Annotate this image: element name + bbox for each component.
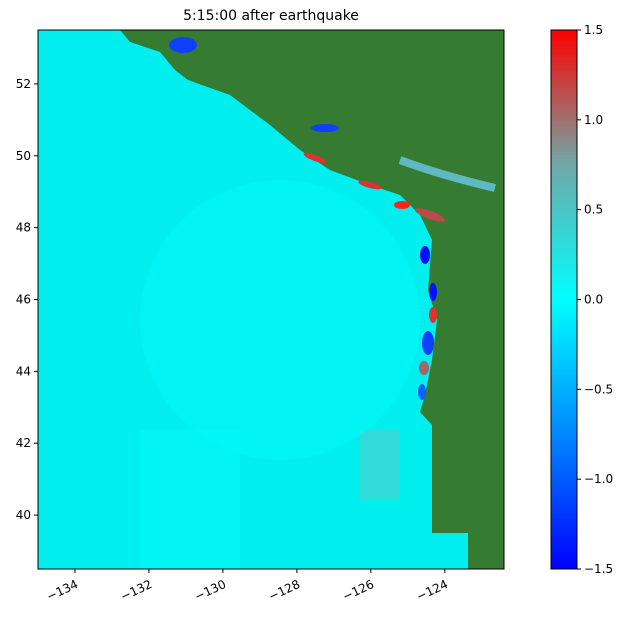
y-tick-label: 50 xyxy=(16,149,31,163)
wave-blob xyxy=(418,384,426,400)
wave-blob xyxy=(420,246,430,264)
wave-blob xyxy=(394,201,410,209)
x-tick-label: −126 xyxy=(340,577,376,604)
colorbar-tick-label: 0.0 xyxy=(584,293,603,307)
y-tick-label: 48 xyxy=(16,221,31,235)
ocean-patch xyxy=(140,180,420,460)
x-tick-label: −130 xyxy=(192,577,228,604)
y-tick-label: 40 xyxy=(16,508,31,522)
y-tick-label: 44 xyxy=(16,364,31,378)
x-tick-label: −132 xyxy=(118,577,154,604)
y-tick-label: 52 xyxy=(16,77,31,91)
wave-blob xyxy=(358,180,382,190)
x-tick-label: −128 xyxy=(266,577,302,604)
wave-blob xyxy=(422,331,434,355)
wave-blob xyxy=(429,283,437,301)
colorbar-tick-label: 1.0 xyxy=(584,113,603,127)
ocean-patch xyxy=(140,430,240,569)
wave-blob xyxy=(414,208,446,222)
strait xyxy=(398,156,496,192)
chart-title: 5:15:00 after earthquake xyxy=(183,8,359,24)
ocean-patch xyxy=(360,430,400,500)
x-tick-label: −134 xyxy=(44,577,80,604)
colorbar-tick-label: −1.5 xyxy=(584,562,613,576)
x-tick-label: −124 xyxy=(414,577,450,604)
wave-blob xyxy=(311,124,339,132)
wave-blob xyxy=(303,153,327,163)
wave-blob xyxy=(419,361,429,375)
colorbar-tick-label: 1.5 xyxy=(584,23,603,37)
colorbar-tick-label: 0.5 xyxy=(584,203,603,217)
colorbar-tick-label: −1.0 xyxy=(584,472,613,486)
y-tick-label: 42 xyxy=(16,436,31,450)
map-field xyxy=(38,30,504,569)
y-tick-label: 46 xyxy=(16,293,31,307)
wave-blob xyxy=(169,37,197,53)
colorbar-tick-label: −0.5 xyxy=(584,382,613,396)
colorbar xyxy=(550,29,578,570)
wave-blob xyxy=(429,307,437,323)
